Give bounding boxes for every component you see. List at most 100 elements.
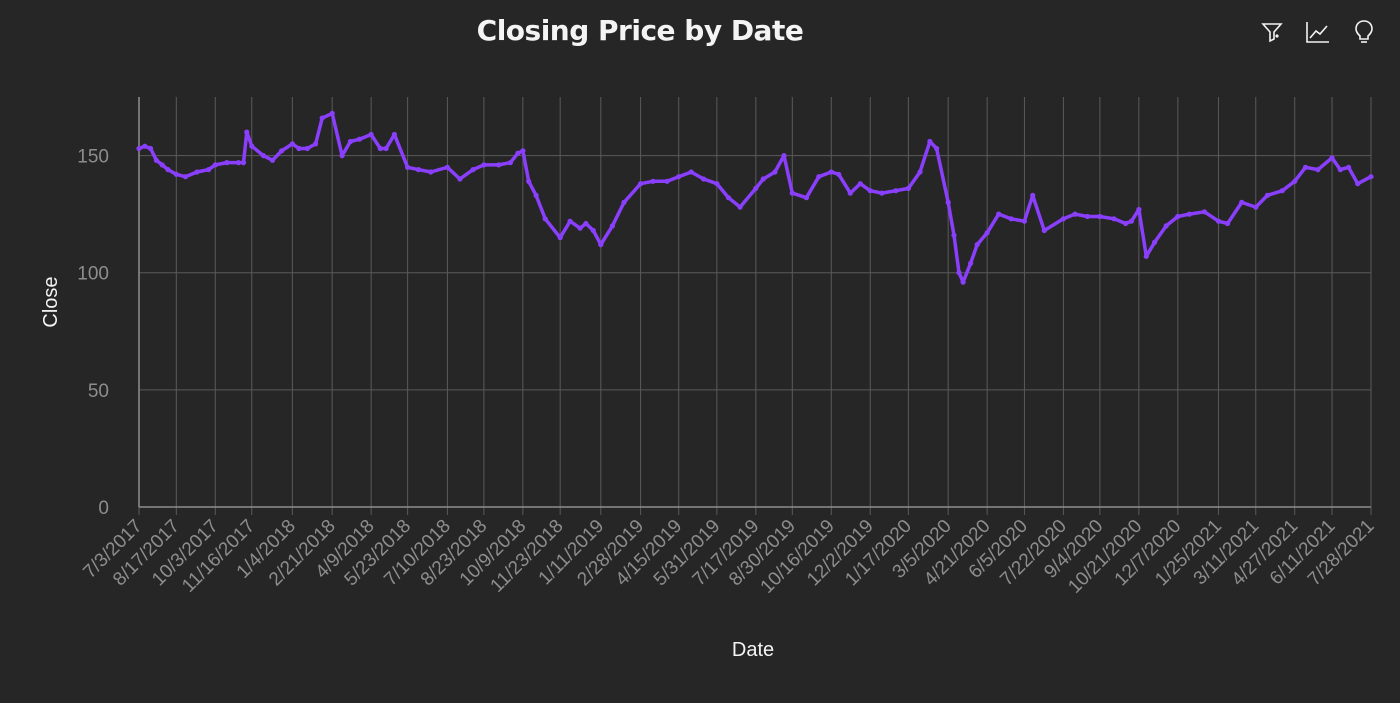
data-point xyxy=(1239,199,1245,205)
data-point xyxy=(650,178,656,184)
chart-toolbar xyxy=(1258,18,1378,46)
trend-icon xyxy=(1306,22,1329,43)
data-point xyxy=(984,230,990,236)
data-point xyxy=(356,136,363,142)
data-point xyxy=(279,148,285,154)
data-point xyxy=(836,171,842,177)
data-point xyxy=(664,178,670,184)
trend-button[interactable] xyxy=(1304,18,1332,46)
data-point xyxy=(789,190,795,196)
data-point xyxy=(470,167,476,173)
data-point xyxy=(457,176,463,182)
y-tick-label: 100 xyxy=(77,264,109,285)
data-point xyxy=(1072,211,1078,217)
data-point xyxy=(996,211,1002,217)
insights-button[interactable] xyxy=(1350,18,1378,46)
data-point xyxy=(1355,181,1361,187)
data-point xyxy=(590,227,596,234)
data-point xyxy=(676,174,682,180)
data-point xyxy=(638,181,644,187)
data-point xyxy=(428,169,434,175)
data-point xyxy=(927,138,933,145)
data-point xyxy=(1084,213,1091,220)
data-point xyxy=(1041,227,1047,234)
data-point xyxy=(701,176,707,182)
data-point xyxy=(377,145,383,152)
data-point xyxy=(772,169,778,175)
data-point xyxy=(1123,220,1129,227)
data-point xyxy=(803,195,810,201)
data-point xyxy=(240,160,247,166)
data-point xyxy=(905,185,912,191)
data-point xyxy=(1128,218,1134,224)
data-point xyxy=(688,169,694,175)
data-point xyxy=(260,153,266,159)
data-point xyxy=(1253,204,1259,210)
chart-title: Closing Price by Date xyxy=(476,14,804,47)
data-point xyxy=(857,181,863,187)
y-tick-label: 50 xyxy=(88,381,109,402)
data-point xyxy=(319,115,325,121)
data-point xyxy=(313,141,319,147)
data-point xyxy=(725,195,732,201)
data-point xyxy=(212,162,218,168)
series-close xyxy=(136,110,1374,285)
data-point xyxy=(148,145,154,152)
data-point xyxy=(893,188,899,194)
data-point xyxy=(1163,223,1169,229)
data-point xyxy=(339,153,345,159)
data-point xyxy=(956,270,962,276)
data-point xyxy=(415,167,421,173)
data-point xyxy=(153,157,159,163)
data-point xyxy=(173,171,179,177)
data-point xyxy=(1368,174,1374,180)
filter-icon xyxy=(1261,23,1283,43)
lightbulb-icon xyxy=(1355,20,1373,43)
y-tick-label: 0 xyxy=(98,498,109,519)
data-point xyxy=(520,148,526,154)
data-point xyxy=(1315,167,1321,173)
data-point xyxy=(329,110,335,116)
data-point xyxy=(296,145,302,152)
data-point xyxy=(760,176,766,182)
data-point xyxy=(1329,155,1335,161)
data-point xyxy=(1021,218,1027,224)
data-point xyxy=(481,162,487,168)
data-point xyxy=(165,167,171,173)
data-point xyxy=(136,145,142,152)
data-point xyxy=(557,235,563,241)
data-point xyxy=(1346,164,1352,170)
data-point xyxy=(598,242,604,248)
filter-button[interactable] xyxy=(1258,18,1286,46)
data-point xyxy=(974,242,980,248)
data-point xyxy=(391,131,397,138)
data-point xyxy=(1143,253,1149,259)
data-point xyxy=(235,160,242,166)
data-point xyxy=(206,167,212,173)
data-point xyxy=(583,220,589,227)
data-point xyxy=(945,199,951,205)
data-point xyxy=(781,153,787,159)
data-point xyxy=(1279,188,1285,194)
data-point xyxy=(405,164,411,170)
data-point xyxy=(968,260,974,266)
data-point xyxy=(1201,209,1207,215)
data-point xyxy=(249,143,255,149)
data-point xyxy=(542,216,548,222)
data-point xyxy=(847,190,853,196)
data-point xyxy=(951,232,957,238)
data-point xyxy=(1008,216,1014,222)
data-point xyxy=(1175,213,1181,220)
data-point xyxy=(828,169,834,175)
data-point xyxy=(1225,220,1231,227)
data-point xyxy=(182,174,188,180)
x-axis-title: Date xyxy=(732,639,774,661)
grid xyxy=(138,97,1372,515)
data-point xyxy=(577,225,583,231)
data-point xyxy=(1302,164,1309,170)
data-point xyxy=(1292,178,1298,184)
data-point xyxy=(244,129,250,135)
data-point xyxy=(1111,216,1117,222)
data-point xyxy=(383,145,389,152)
data-point xyxy=(1136,206,1142,213)
